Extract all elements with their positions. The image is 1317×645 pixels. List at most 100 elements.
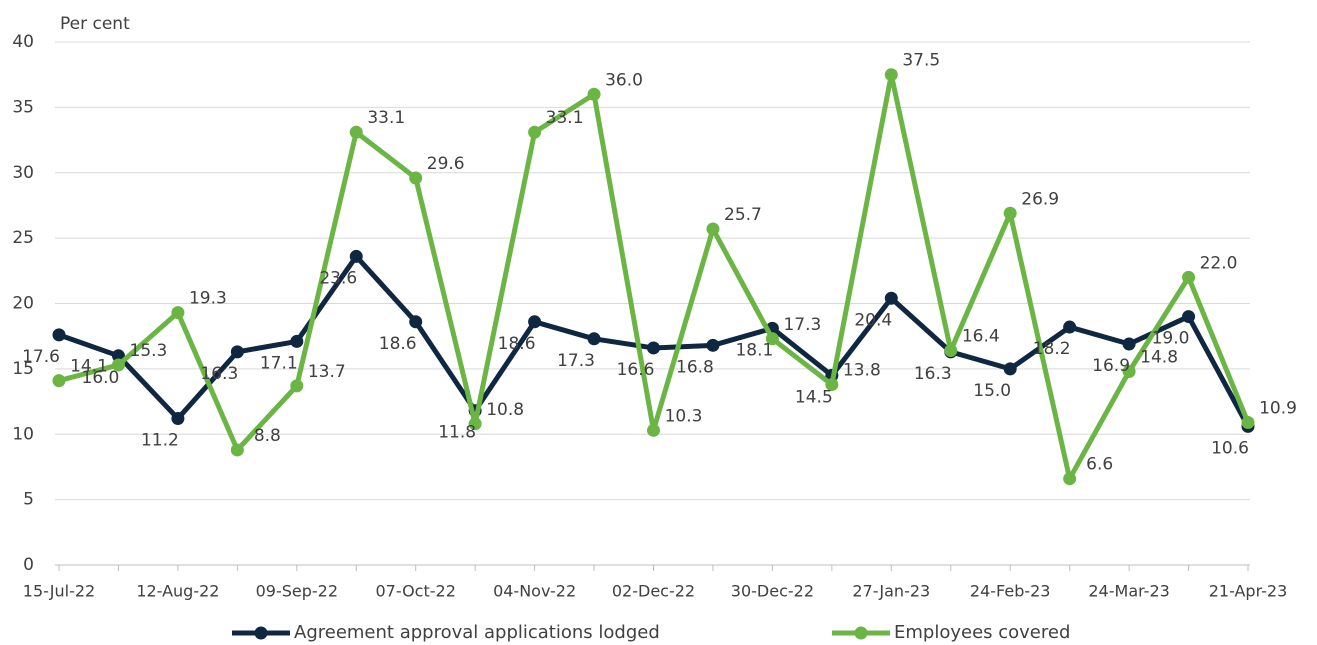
point xyxy=(1122,364,1136,378)
point xyxy=(290,334,304,348)
point xyxy=(290,379,304,393)
y-tick-label: 5 xyxy=(23,490,34,510)
point xyxy=(647,423,660,437)
point xyxy=(409,315,423,329)
y-tick-label: 20 xyxy=(12,294,34,314)
data-label: 14.1 xyxy=(70,357,108,377)
data-label: 13.7 xyxy=(308,362,346,382)
point xyxy=(111,358,125,372)
point xyxy=(706,222,720,236)
data-label: 33.1 xyxy=(367,108,405,128)
data-label: 18.6 xyxy=(498,334,536,354)
x-tick-label: 04-Nov-22 xyxy=(493,582,576,601)
data-label: 14.5 xyxy=(795,387,833,407)
y-tick-label: 35 xyxy=(12,97,34,117)
data-label: 11.2 xyxy=(141,431,179,451)
data-label: 33.1 xyxy=(546,108,584,128)
point xyxy=(349,125,363,139)
data-label: 16.9 xyxy=(1092,356,1130,376)
point xyxy=(1122,337,1136,351)
point xyxy=(349,249,363,263)
point xyxy=(765,332,779,346)
data-label: 26.9 xyxy=(1021,189,1059,209)
data-label: 8.8 xyxy=(254,426,281,446)
y-tick-label: 10 xyxy=(12,424,34,444)
x-tick-label: 07-Oct-22 xyxy=(376,582,456,601)
legend-label: Employees covered xyxy=(894,622,1070,643)
legend-marker xyxy=(254,626,268,640)
x-tick-label: 15-Jul-22 xyxy=(23,582,95,601)
data-label: 19.0 xyxy=(1152,329,1190,349)
y-tick-label: 0 xyxy=(23,555,34,575)
data-label: 13.8 xyxy=(843,361,881,381)
point xyxy=(468,417,482,431)
y-tick-label: 30 xyxy=(12,163,34,183)
point xyxy=(1003,362,1017,376)
point xyxy=(1063,472,1077,486)
data-label: 18.2 xyxy=(1033,339,1071,359)
point xyxy=(647,341,660,355)
legend-marker xyxy=(854,626,868,640)
point xyxy=(884,68,898,82)
data-label: 10.8 xyxy=(486,400,524,420)
point xyxy=(1063,320,1077,334)
data-label: 29.6 xyxy=(427,154,465,174)
data-label: 10.6 xyxy=(1211,438,1249,458)
y-axis-label: Per cent xyxy=(60,14,130,34)
data-label: 16.0 xyxy=(82,368,120,388)
point xyxy=(171,412,185,426)
data-label: 18.1 xyxy=(735,340,773,360)
y-tick-label: 15 xyxy=(12,359,34,379)
x-tick-label: 02-Dec-22 xyxy=(612,582,695,601)
x-tick-label: 21-Apr-23 xyxy=(1209,582,1288,601)
data-label: 10.9 xyxy=(1259,398,1297,418)
point xyxy=(409,171,423,185)
point xyxy=(528,125,542,139)
data-label: 36.0 xyxy=(605,70,643,90)
data-label: 23.6 xyxy=(319,268,357,288)
data-label: 16.6 xyxy=(617,360,655,380)
data-label: 16.4 xyxy=(962,327,1000,347)
point xyxy=(1241,415,1255,429)
data-label: 16.8 xyxy=(676,357,714,377)
data-label: 19.3 xyxy=(189,289,227,309)
point xyxy=(230,443,244,457)
point xyxy=(52,328,66,342)
x-tick-label: 30-Dec-22 xyxy=(731,582,814,601)
point xyxy=(1182,270,1196,284)
data-label: 17.3 xyxy=(783,315,821,335)
data-label: 10.3 xyxy=(665,406,703,426)
data-label: 22.0 xyxy=(1200,253,1238,273)
point xyxy=(52,374,66,388)
point xyxy=(884,291,898,305)
x-tick-label: 12-Aug-22 xyxy=(136,582,219,601)
data-label: 20.4 xyxy=(854,310,892,330)
data-label: 6.6 xyxy=(1086,455,1113,475)
legend-label: Agreement approval applications lodged xyxy=(294,622,660,643)
x-tick-label: 09-Sep-22 xyxy=(256,582,338,601)
data-label: 18.6 xyxy=(379,334,417,354)
y-tick-label: 40 xyxy=(12,32,34,52)
data-label: 17.1 xyxy=(260,353,298,373)
series-line xyxy=(58,72,1251,482)
data-label: 15.0 xyxy=(973,381,1011,401)
point xyxy=(171,306,185,320)
x-tick-label: 24-Mar-23 xyxy=(1088,582,1169,601)
x-tick-label: 27-Jan-23 xyxy=(852,582,930,601)
data-label: 16.3 xyxy=(200,364,238,384)
data-label: 14.8 xyxy=(1140,347,1178,367)
data-label: 37.5 xyxy=(902,51,940,71)
data-label: 15.3 xyxy=(130,341,168,361)
point xyxy=(587,87,601,101)
point xyxy=(1003,206,1017,220)
point xyxy=(230,345,244,359)
data-label: 17.3 xyxy=(557,351,595,371)
x-tick-label: 24-Feb-23 xyxy=(970,582,1051,601)
point xyxy=(944,344,958,358)
y-tick-label: 25 xyxy=(12,228,34,248)
point xyxy=(1182,310,1196,324)
data-label: 11.8 xyxy=(438,423,476,443)
point xyxy=(825,378,839,392)
point xyxy=(587,332,601,346)
